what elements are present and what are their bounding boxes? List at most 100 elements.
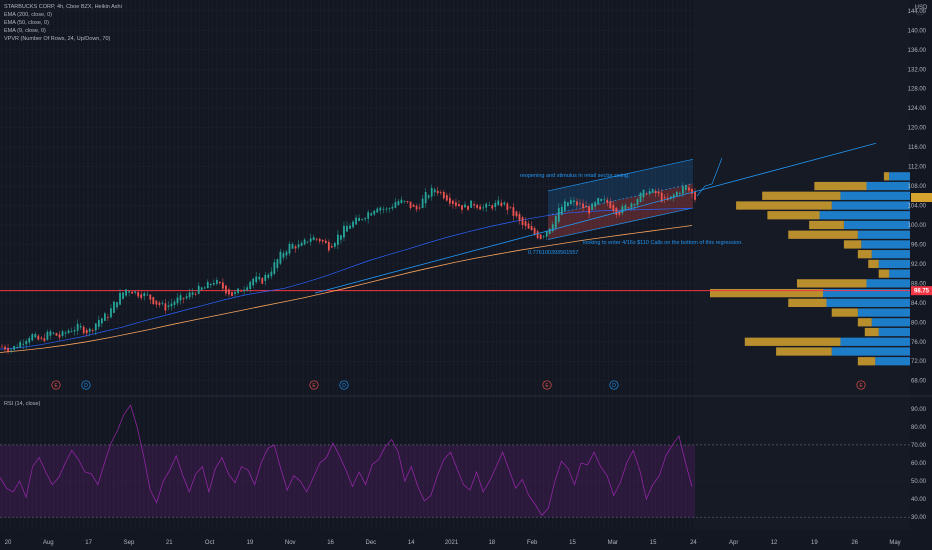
- vpvr-down-bar: [868, 259, 879, 269]
- time-axis[interactable]: 20 Aug 17 Sep 21 Oct 19 Nov 16 Dec 14 2021 18 Feb 15 Ma…: [5, 540, 901, 546]
- candle-body: [400, 199, 403, 204]
- event-marker-earnings[interactable]: E: [309, 380, 319, 390]
- candle-body: [137, 292, 140, 297]
- candle-body: [691, 189, 693, 194]
- candle-body: [294, 246, 297, 249]
- annotation-bottom: looking to enter 4/16s $110 Calls on the…: [583, 240, 743, 246]
- candle-body: [633, 204, 636, 206]
- price-axis[interactable]: 68.00 72.00 76.00 80.00 84.00 88.00 92.00 96.00…: [908, 9, 927, 385]
- vpvr-down-bar: [864, 327, 879, 337]
- candle-body: [376, 208, 379, 213]
- candle-body: [560, 206, 563, 215]
- candle-body: [685, 185, 687, 190]
- candle-body: [46, 331, 49, 340]
- candle-body: [433, 189, 436, 193]
- price-tick-label: 140.00: [908, 28, 927, 34]
- candle-body: [364, 218, 367, 220]
- price-badge: 98.75: [911, 286, 932, 296]
- price-tick-label: 104.00: [908, 204, 927, 210]
- candle-body: [570, 200, 572, 205]
- indicator-ema50[interactable]: EMA (50, close, 0): [4, 20, 49, 26]
- last-price-marker: [911, 193, 932, 202]
- candle-body: [591, 203, 594, 211]
- vpvr-down-bar: [843, 240, 862, 249]
- candle-body: [1, 346, 3, 348]
- candle-body: [415, 205, 418, 210]
- time-tick-label: Sep: [124, 540, 135, 546]
- currency-label: USD: [915, 5, 928, 11]
- candle-body: [615, 207, 618, 215]
- candle-body: [518, 213, 521, 221]
- price-tick-label: 124.00: [908, 106, 927, 112]
- candle-body: [524, 221, 527, 226]
- candle-body: [55, 333, 58, 336]
- channel-lower-line: [547, 207, 694, 240]
- candle-body: [394, 202, 397, 208]
- candle-body: [258, 276, 261, 280]
- candle-body: [467, 206, 469, 210]
- vpvr-up-bar: [875, 357, 910, 366]
- time-tick-label: 19: [811, 540, 818, 546]
- rsi-tick-label: 60.00: [911, 461, 927, 467]
- event-marker-earnings[interactable]: E: [856, 380, 866, 390]
- candle-body: [88, 328, 91, 332]
- trend-line[interactable]: [314, 142, 877, 294]
- candle-body: [237, 288, 239, 294]
- annotation-top: reopening and stimulus in retail sector …: [520, 173, 630, 179]
- event-marker-dividend[interactable]: D: [609, 380, 619, 390]
- candle-body: [352, 221, 354, 228]
- indicator-ema200[interactable]: EMA (200, close, 0): [4, 12, 52, 18]
- candle-body: [333, 242, 336, 247]
- event-marker-earnings[interactable]: E: [542, 380, 552, 390]
- candle-body: [321, 240, 324, 242]
- symbol-title[interactable]: STARBUCKS CORP, 4h, Cboe BZX, Heikin Ash…: [4, 4, 122, 10]
- vpvr-up-bar: [840, 337, 910, 346]
- vpvr-up-bar: [823, 288, 910, 298]
- candle-body: [358, 217, 360, 222]
- vpvr-down-bar: [883, 172, 890, 181]
- time-tick-label: 20: [5, 540, 12, 546]
- vpvr-down-bar: [762, 191, 841, 200]
- candle-body: [485, 203, 488, 208]
- candle-body: [143, 293, 146, 297]
- channel-upper-fill: [548, 159, 693, 216]
- vpvr-up-bar: [831, 201, 910, 210]
- indicator-ema9[interactable]: EMA (9, close, 0): [4, 28, 46, 34]
- event-marker-dividend[interactable]: D: [339, 380, 349, 390]
- candle-body: [155, 300, 158, 305]
- candle-body: [116, 302, 118, 308]
- candle-body: [243, 289, 245, 292]
- event-marker-earnings[interactable]: E: [51, 380, 61, 390]
- price-tick-label: 108.00: [908, 184, 927, 190]
- candle-body: [107, 317, 109, 318]
- candle-body: [13, 345, 16, 350]
- channel-upper-line: [547, 158, 694, 192]
- rsi-title[interactable]: RSI (14, close): [4, 401, 41, 407]
- rsi-axis[interactable]: 30.00 40.00 50.00 60.00 70.00 80.00 90.00: [911, 407, 927, 521]
- candle-body: [246, 287, 249, 291]
- candle-body: [618, 211, 621, 215]
- candle-body: [222, 282, 224, 289]
- time-tick-label: 26: [851, 540, 858, 546]
- event-marker-circle: [309, 380, 319, 390]
- candle-body: [551, 224, 554, 232]
- candle-body: [367, 212, 370, 219]
- candle-body: [25, 340, 28, 345]
- event-marker-dividend[interactable]: D: [81, 380, 91, 390]
- time-tick-label: Oct: [205, 540, 215, 546]
- candle-body: [303, 239, 306, 245]
- candle-body: [427, 195, 430, 198]
- candle-body: [122, 292, 124, 299]
- event-marker-label: E: [545, 383, 549, 389]
- indicator-vpvr[interactable]: VPVR (Number Of Rows, 24, Up/Down, 70): [4, 36, 111, 42]
- search-icon[interactable]: [914, 4, 926, 16]
- vpvr-up-bar: [866, 279, 910, 288]
- candle-body: [167, 305, 170, 307]
- candle-body: [461, 205, 463, 210]
- candle-body: [536, 231, 539, 239]
- event-marker-label: E: [312, 383, 316, 389]
- candle-body: [306, 241, 309, 243]
- candle-body: [391, 206, 394, 209]
